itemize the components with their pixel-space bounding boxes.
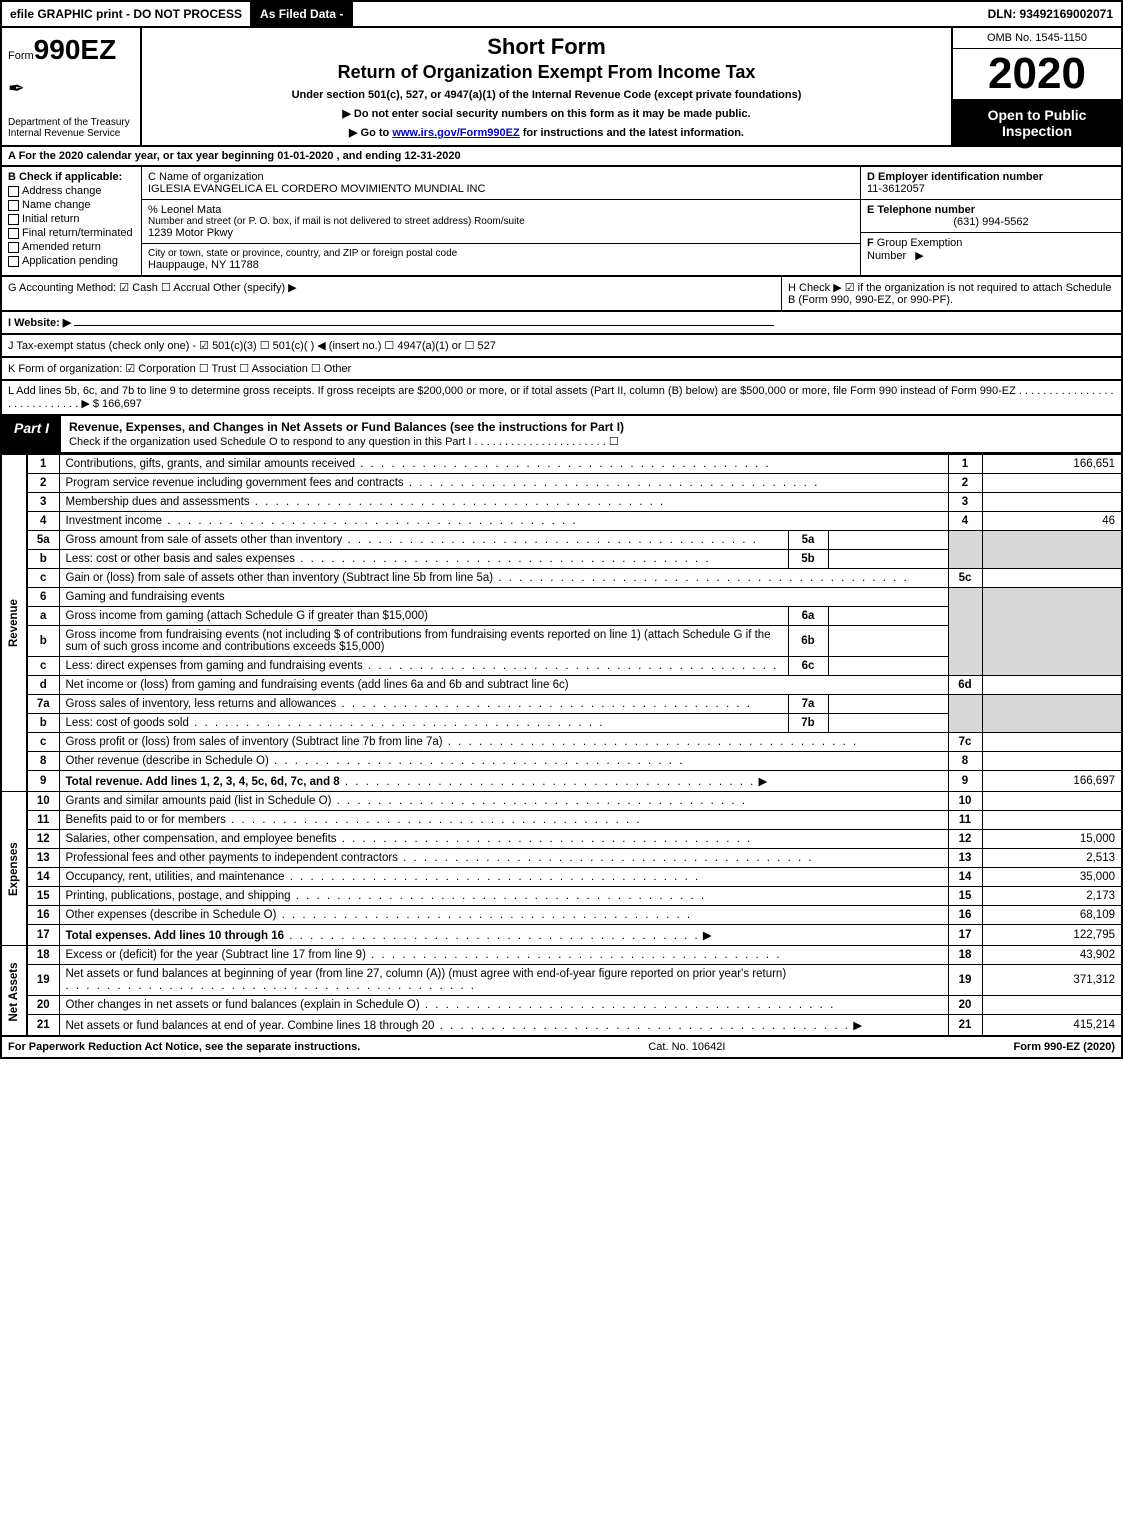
side-revenue: Revenue	[1, 455, 27, 792]
cb-amended-return[interactable]: Amended return	[8, 241, 135, 253]
part-i-table: Revenue 1 Contributions, gifts, grants, …	[0, 454, 1123, 1037]
ein-label: D Employer identification number	[867, 171, 1043, 183]
main-title: Return of Organization Exempt From Incom…	[152, 62, 941, 83]
cb-final-return[interactable]: Final return/terminated	[8, 227, 135, 239]
schedule-b-check: H Check ▶ ☑ if the organization is not r…	[781, 277, 1121, 310]
ein-value: 11-3612057	[867, 183, 925, 195]
line-6d-desc: Net income or (loss) from gaming and fun…	[59, 676, 948, 695]
row-tax-exempt: J Tax-exempt status (check only one) - ☑…	[0, 335, 1123, 358]
line-4-desc: Investment income	[59, 512, 948, 531]
side-expenses: Expenses	[1, 792, 27, 946]
line-18-desc: Excess or (deficit) for the year (Subtra…	[59, 946, 948, 965]
line-15-desc: Printing, publications, postage, and shi…	[59, 887, 948, 906]
subtitle: Under section 501(c), 527, or 4947(a)(1)…	[152, 89, 941, 101]
footer-mid: Cat. No. 10642I	[648, 1041, 725, 1053]
line-7b-desc: Less: cost of goods sold	[59, 714, 788, 733]
page-footer: For Paperwork Reduction Act Notice, see …	[0, 1037, 1123, 1059]
phone-label: E Telephone number	[867, 204, 975, 216]
dln-label: DLN: 93492169002071	[980, 2, 1121, 26]
line-16-desc: Other expenses (describe in Schedule O)	[59, 906, 948, 925]
cb-address-change[interactable]: Address change	[8, 185, 135, 197]
line-1-amt: 166,651	[982, 455, 1122, 474]
top-bar: efile GRAPHIC print - DO NOT PROCESS As …	[0, 0, 1123, 28]
part-i-title: Revenue, Expenses, and Changes in Net As…	[61, 416, 1121, 452]
ssn-notice: ▶ Do not enter social security numbers o…	[152, 107, 941, 120]
footer-left: For Paperwork Reduction Act Notice, see …	[8, 1041, 360, 1053]
header-right: OMB No. 1545-1150 2020 Open to Public In…	[951, 28, 1121, 145]
efile-icon: ✒	[8, 76, 134, 101]
goto-link-line: ▶ Go to www.irs.gov/Form990EZ for instru…	[152, 126, 941, 139]
asfiled-label: As Filed Data -	[252, 2, 353, 26]
section-def: D Employer identification number 11-3612…	[861, 167, 1121, 275]
omb-number: OMB No. 1545-1150	[953, 28, 1121, 49]
line-9-desc: Total revenue. Add lines 1, 2, 3, 4, 5c,…	[59, 771, 948, 792]
line-21-desc: Net assets or fund balances at end of ye…	[59, 1015, 948, 1037]
addr-value: 1239 Motor Pkwy	[148, 227, 854, 239]
care-of-value: % Leonel Mata	[148, 204, 854, 216]
section-c-org: C Name of organization IGLESIA EVANGELIC…	[142, 167, 861, 275]
city-value: Hauppauge, NY 11788	[148, 259, 854, 271]
line-19-desc: Net assets or fund balances at beginning…	[59, 965, 948, 996]
org-name-label: C Name of organization	[148, 171, 854, 183]
line-3-desc: Membership dues and assessments	[59, 493, 948, 512]
footer-right: Form 990-EZ (2020)	[1013, 1041, 1115, 1053]
line-5a-desc: Gross amount from sale of assets other t…	[59, 531, 788, 550]
row-gross-receipts: L Add lines 5b, 6c, and 7b to line 9 to …	[0, 381, 1123, 416]
line-20-desc: Other changes in net assets or fund bala…	[59, 996, 948, 1015]
line-6-desc: Gaming and fundraising events	[59, 588, 948, 607]
row-gh: G Accounting Method: ☑ Cash ☐ Accrual Ot…	[0, 277, 1123, 312]
ln-1: 1	[27, 455, 59, 474]
phone-value: (631) 994-5562	[867, 216, 1115, 228]
section-b-checkboxes: B Check if applicable: Address change Na…	[2, 167, 142, 275]
line-6b-desc: Gross income from fundraising events (no…	[59, 626, 788, 657]
line-12-desc: Salaries, other compensation, and employ…	[59, 830, 948, 849]
row-a-tax-year: A For the 2020 calendar year, or tax yea…	[0, 147, 1123, 167]
line-2-desc: Program service revenue including govern…	[59, 474, 948, 493]
line-6c-desc: Less: direct expenses from gaming and fu…	[59, 657, 788, 676]
line-8-desc: Other revenue (describe in Schedule O)	[59, 752, 948, 771]
line-5b-desc: Less: cost or other basis and sales expe…	[59, 550, 788, 569]
header-left: Form990EZ ✒ Department of the Treasury I…	[2, 28, 142, 145]
part-i-tag: Part I	[2, 416, 61, 452]
line-7c-desc: Gross profit or (loss) from sales of inv…	[59, 733, 948, 752]
header-center: Short Form Return of Organization Exempt…	[142, 28, 951, 145]
addr-label: Number and street (or P. O. box, if mail…	[148, 216, 854, 227]
row-form-org: K Form of organization: ☑ Corporation ☐ …	[0, 358, 1123, 381]
tax-year: 2020	[953, 49, 1121, 101]
row-website: I Website: ▶	[0, 312, 1123, 335]
line-7a-desc: Gross sales of inventory, less returns a…	[59, 695, 788, 714]
line-1-num: 1	[948, 455, 982, 474]
cb-name-change[interactable]: Name change	[8, 199, 135, 211]
irs-link[interactable]: www.irs.gov/Form990EZ	[392, 127, 519, 139]
group-exemption-label: F Group ExemptionNumber ▶	[867, 237, 962, 262]
line-1-desc: Contributions, gifts, grants, and simila…	[59, 455, 948, 474]
form-number: Form990EZ	[8, 34, 134, 66]
form-header: Form990EZ ✒ Department of the Treasury I…	[0, 28, 1123, 147]
org-name-value: IGLESIA EVANGELICA EL CORDERO MOVIMIENTO…	[148, 183, 854, 195]
gross-receipts-value: 166,697	[102, 398, 142, 410]
city-label: City or town, state or province, country…	[148, 248, 854, 259]
dept-label: Department of the Treasury Internal Reve…	[8, 117, 134, 139]
efile-label: efile GRAPHIC print - DO NOT PROCESS	[2, 2, 252, 26]
line-14-desc: Occupancy, rent, utilities, and maintena…	[59, 868, 948, 887]
cb-application-pending[interactable]: Application pending	[8, 255, 135, 267]
part-i-header: Part I Revenue, Expenses, and Changes in…	[0, 416, 1123, 454]
line-10-desc: Grants and similar amounts paid (list in…	[59, 792, 948, 811]
accounting-method: G Accounting Method: ☑ Cash ☐ Accrual Ot…	[2, 277, 781, 310]
line-17-desc: Total expenses. Add lines 10 through 16 …	[59, 925, 948, 946]
line-5c-desc: Gain or (loss) from sale of assets other…	[59, 569, 948, 588]
block-identity: B Check if applicable: Address change Na…	[0, 167, 1123, 277]
cb-initial-return[interactable]: Initial return	[8, 213, 135, 225]
side-netassets: Net Assets	[1, 946, 27, 1037]
line-11-desc: Benefits paid to or for members	[59, 811, 948, 830]
line-6a-desc: Gross income from gaming (attach Schedul…	[59, 607, 788, 626]
short-form-title: Short Form	[152, 34, 941, 60]
line-13-desc: Professional fees and other payments to …	[59, 849, 948, 868]
open-public-badge: Open to Public Inspection	[953, 101, 1121, 145]
